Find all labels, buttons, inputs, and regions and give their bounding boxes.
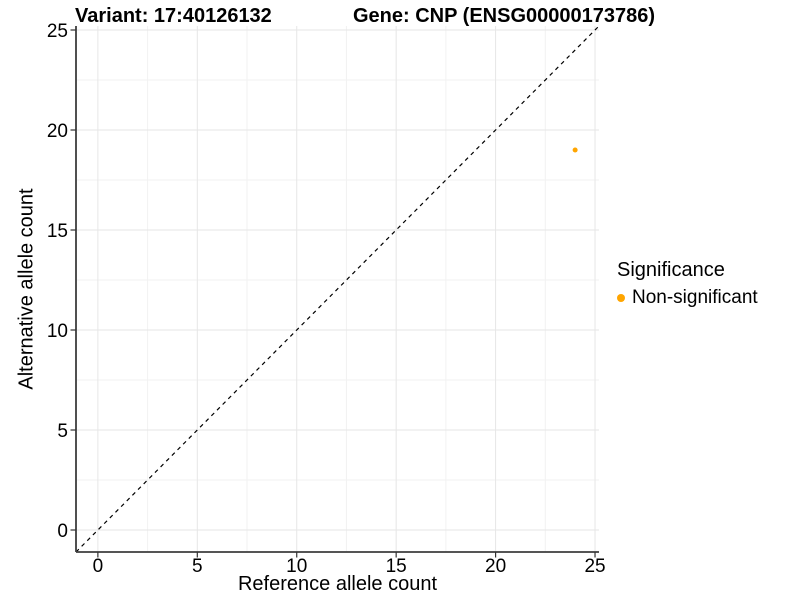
variant-title: Variant: 17:40126132 xyxy=(75,5,272,27)
legend-items: Non-significant xyxy=(617,287,758,309)
x-axis-title: Reference allele count xyxy=(237,573,437,595)
legend-item-label: Non-significant xyxy=(632,287,758,308)
y-axis-title: Alternative allele count xyxy=(15,188,38,390)
legend-title: Significance xyxy=(617,259,725,281)
x-tick-label: 25 xyxy=(584,556,605,577)
identity-line xyxy=(75,25,600,553)
legend-item: Non-significant xyxy=(617,287,758,309)
data-point xyxy=(572,147,578,153)
data-points xyxy=(572,147,578,153)
y-tick-labels: 0 5 10 15 20 25 xyxy=(47,21,68,542)
legend-key-dot-icon xyxy=(617,294,625,302)
y-tick-label: 5 xyxy=(57,421,68,442)
x-tick-label: 10 xyxy=(286,556,307,577)
y-tick-label: 15 xyxy=(47,221,68,242)
x-tick-label: 5 xyxy=(192,556,203,577)
x-major-gridlines xyxy=(97,26,596,552)
y-major-gridlines xyxy=(76,29,599,531)
x-tick-label: 20 xyxy=(485,556,506,577)
y-tick-label: 20 xyxy=(47,121,68,142)
x-tick-labels: 0 5 10 15 20 25 xyxy=(93,556,606,577)
y-tick-label: 0 xyxy=(57,521,68,542)
y-tick-label: 10 xyxy=(47,321,68,342)
legend: Significance Non-significant xyxy=(617,258,758,309)
y-ticks xyxy=(70,29,76,531)
x-tick-label: 0 xyxy=(93,556,104,577)
x-tick-label: 15 xyxy=(386,556,407,577)
x-minor-gridlines xyxy=(147,26,546,552)
x-ticks xyxy=(97,552,596,558)
y-tick-label: 25 xyxy=(47,21,68,42)
y-minor-gridlines xyxy=(76,79,599,481)
gene-title: Gene: CNP (ENSG00000173786) xyxy=(353,5,656,27)
